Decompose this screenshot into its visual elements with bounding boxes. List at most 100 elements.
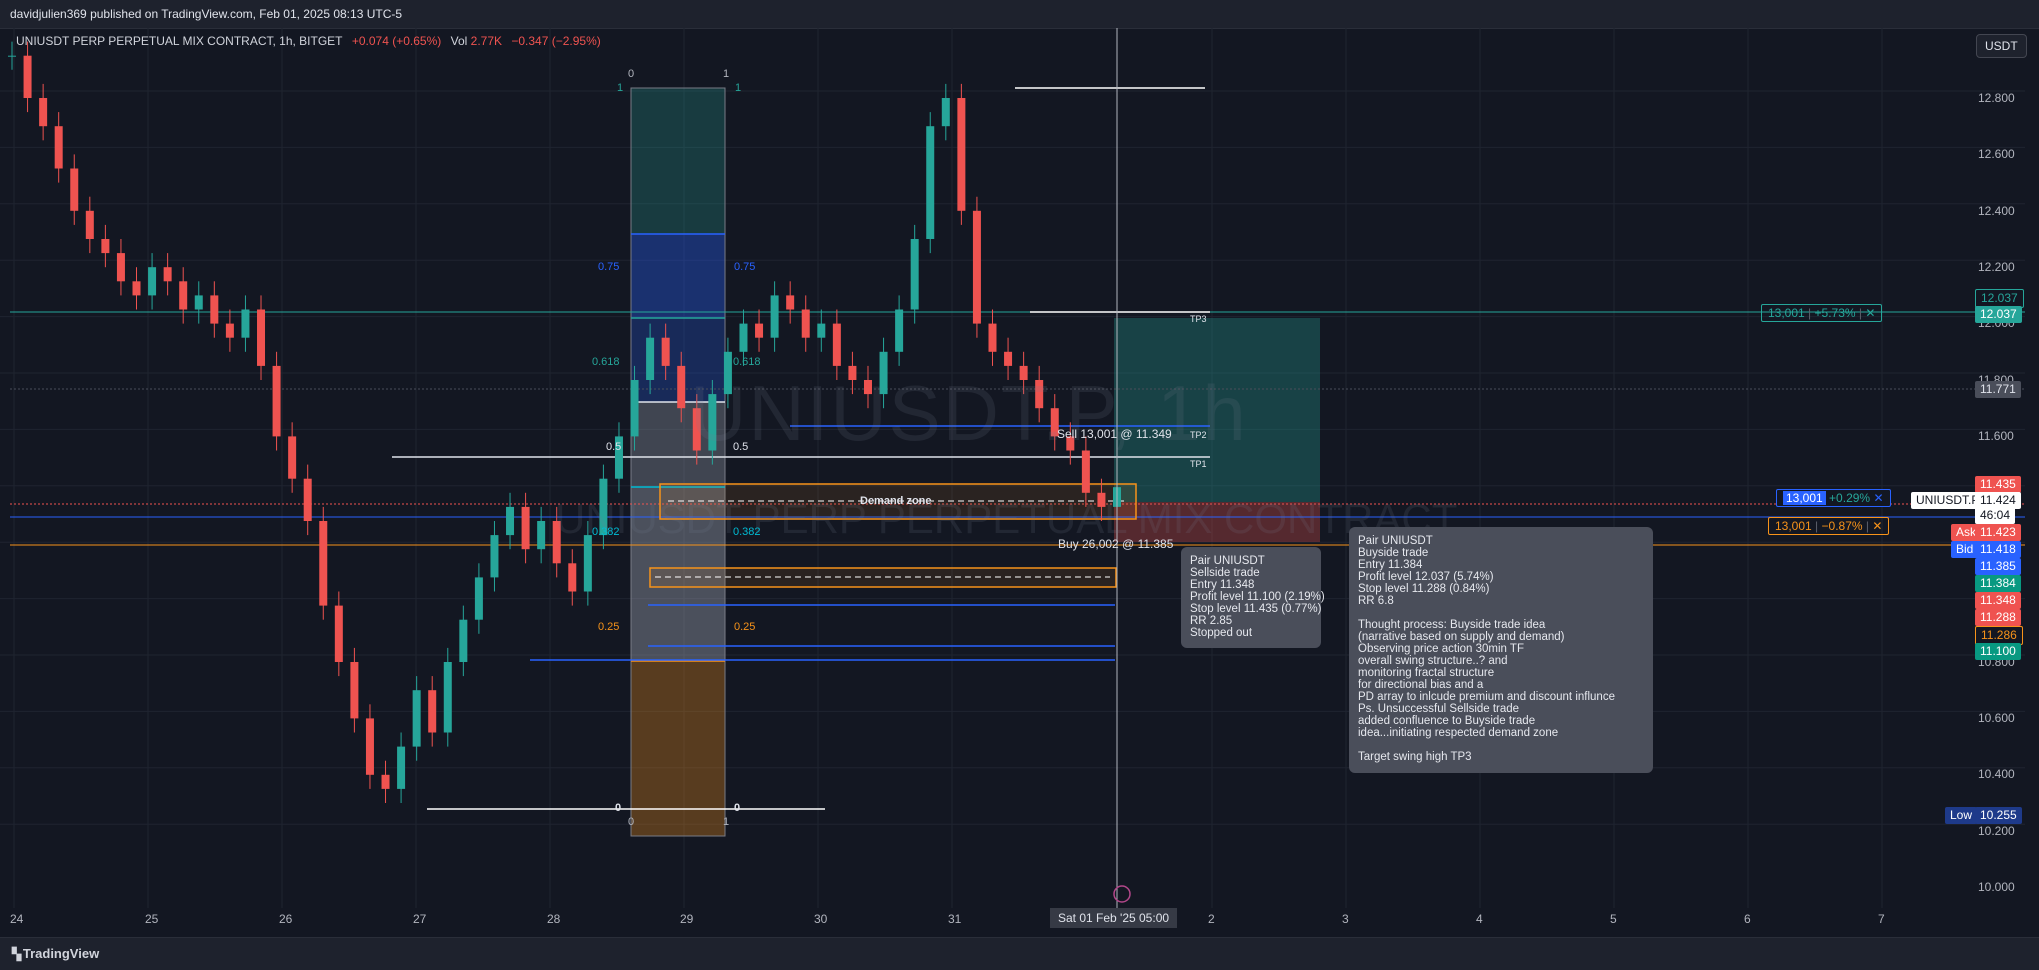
candle-body (599, 478, 608, 536)
fib-0382-left: 0.382 (592, 526, 620, 538)
legend-change: +0.074 (+0.65%) (351, 34, 442, 48)
currency-button[interactable]: USDT (1976, 34, 2027, 58)
candle-body (225, 323, 234, 338)
candle-body (1066, 436, 1075, 451)
fib-025-left: 0.25 (598, 621, 620, 633)
series-legend[interactable]: UNIUSDT PERP PERPETUAL MIX CONTRACT, 1h,… (16, 34, 607, 48)
price-tag-buy-entry: 11.385 (1975, 558, 2021, 575)
tp1-label: TP1 (1190, 459, 1207, 469)
candle-body (54, 126, 63, 169)
legend-vol-value: 2.77K (470, 34, 502, 48)
time-tick: 24 (10, 912, 24, 926)
close-icon[interactable]: ✕ (1873, 491, 1884, 505)
fib-075-right: 0.75 (734, 261, 756, 273)
candle-body (210, 295, 219, 324)
candle-body (1050, 408, 1059, 437)
candle-body (972, 210, 981, 324)
candle-body (179, 281, 188, 310)
buyside-note[interactable]: Pair UNIUSDT Buyside trade Entry 11.384 … (1349, 527, 1653, 773)
candle-body (303, 478, 312, 521)
bid-badge: Bid (1951, 541, 1979, 558)
candle-body (397, 746, 406, 789)
buy-profit-zone (1114, 318, 1320, 502)
candle-body (132, 281, 141, 296)
candle-body (646, 337, 655, 380)
chart-plot-area[interactable] (0, 28, 2025, 908)
candle-body (148, 267, 157, 296)
fib-0382-right: 0.382 (733, 526, 761, 538)
footer-bar: ▚ TradingView (0, 937, 2039, 970)
symbol-badge: UNIUSDT.P (1911, 492, 1985, 509)
position-stop[interactable]: 13,001 | −0.87% | ✕ (1768, 517, 1890, 535)
demand-zone-box (649, 567, 1117, 588)
candle-body (365, 718, 374, 775)
low-badge: Low (1945, 807, 1978, 824)
candle-body (552, 521, 561, 564)
candle-body (614, 436, 623, 479)
buy-stop-zone (1114, 502, 1320, 542)
price-tick: 10.000 (1978, 880, 2015, 894)
candle-body (941, 98, 950, 127)
candle-body (334, 605, 343, 662)
candle-body (1035, 380, 1044, 409)
fib-0-left: 0 (615, 802, 622, 814)
legend-vol-change: −0.347 (−2.95%) (511, 34, 601, 48)
candle-body (241, 309, 250, 338)
time-tick: 27 (413, 912, 427, 926)
time-tick: 2 (1208, 912, 1215, 926)
candle-body (910, 239, 919, 310)
candle-body (770, 295, 779, 338)
time-tick: 4 (1476, 912, 1483, 926)
symbol-watermark: UNIUSDT.P, 1h (690, 369, 1248, 457)
candle-body (957, 98, 966, 211)
candle-body (801, 309, 810, 338)
position-entry[interactable]: 13,001 +0.29% ✕ (1776, 489, 1891, 507)
candle-body (474, 577, 483, 620)
tradingview-logo[interactable]: ▚ TradingView (12, 946, 99, 961)
candle-body (677, 365, 686, 409)
candle-body (319, 521, 328, 606)
position-tp3[interactable]: 13,001 | +5.73% | ✕ (1761, 304, 1883, 322)
candle-body (412, 690, 421, 747)
publisher-text: davidjulien369 published on TradingView.… (10, 7, 403, 21)
sellside-note[interactable]: Pair UNIUSDT Sellside trade Entry 11.348… (1181, 547, 1325, 648)
candle-body (568, 563, 577, 592)
price-tag-buy-fill: 11.384 (1975, 575, 2021, 592)
last-price-tag: 11.424 (1975, 492, 2021, 509)
fib-zone-025 (631, 661, 725, 836)
candle-body (692, 408, 701, 451)
candle-body (1097, 492, 1106, 507)
candle-body (863, 380, 872, 395)
price-tick: 12.200 (1978, 260, 2015, 274)
time-tick: 6 (1744, 912, 1751, 926)
position-qty: 13,001 (1768, 306, 1805, 320)
candle-body (708, 394, 717, 451)
candle-body (988, 323, 997, 352)
candle-body (257, 309, 266, 366)
candle-body (1081, 450, 1090, 493)
legend-symbol[interactable]: UNIUSDT PERP PERPETUAL MIX CONTRACT, 1h,… (16, 34, 343, 48)
position-qty: 13,001 (1775, 519, 1812, 533)
bid-price-tag: 11.418 (1975, 541, 2021, 558)
buy-trade-label: Buy 26,002 @ 11.385 (1058, 537, 1174, 551)
close-icon[interactable]: ✕ (1865, 306, 1876, 320)
fib-025-right: 0.25 (734, 621, 756, 633)
fib-0-right: 0 (734, 802, 741, 814)
price-tag-tp3: 12.037 (1975, 306, 2022, 323)
position-pnl: −0.87% (1821, 519, 1863, 533)
ask-price-tag: 11.423 (1975, 524, 2021, 541)
crosshair-time-label: Sat 01 Feb '25 05:00 (1050, 908, 1178, 928)
candle-body (39, 98, 48, 127)
fib-bottom-right-one: 1 (723, 816, 730, 828)
tp2-label: TP2 (1190, 430, 1207, 440)
tradingview-logo-icon: ▚ (12, 947, 21, 961)
tp3-label: TP3 (1190, 314, 1207, 324)
candle-body (739, 323, 748, 352)
close-icon[interactable]: ✕ (1872, 519, 1883, 533)
event-marker-icon (1113, 885, 1131, 903)
candlestick-chart[interactable] (0, 28, 2025, 908)
price-tag-dotted: 11.771 (1975, 381, 2021, 398)
price-tick: 10.400 (1978, 767, 2015, 781)
candle-body (70, 168, 79, 211)
time-tick: 31 (948, 912, 962, 926)
